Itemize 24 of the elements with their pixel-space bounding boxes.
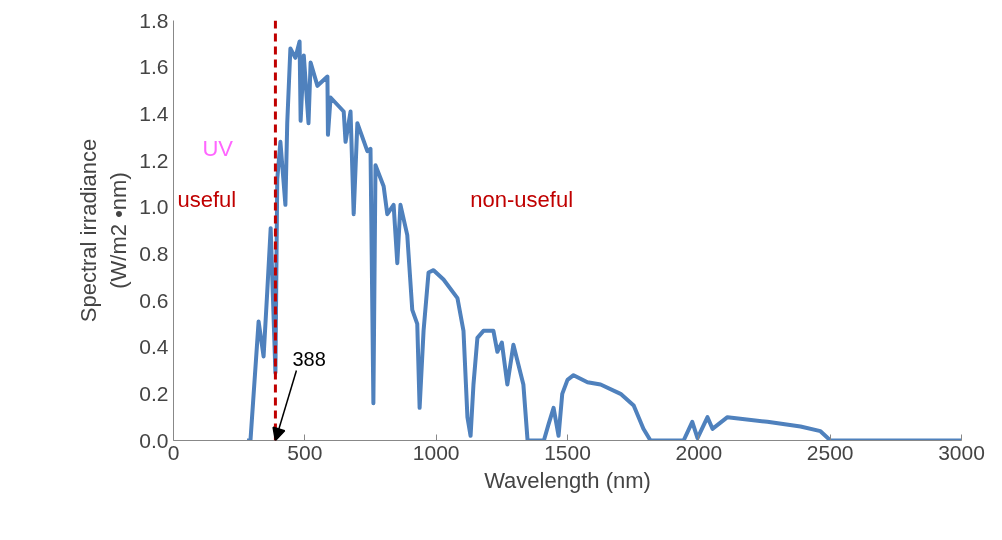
x-tick-label: 1500 xyxy=(544,440,591,464)
x-axis-title: Wavelength (nm) xyxy=(484,467,651,493)
y-tick-label: 0.8 xyxy=(139,241,169,265)
x-tick-label: 500 xyxy=(287,440,323,464)
x-tick-label: 0 xyxy=(167,440,180,464)
y-axis-title: Spectral irradiance (W/m2 •nm) xyxy=(76,138,132,323)
annotation: 388 xyxy=(292,347,326,370)
annotation: non-useful xyxy=(470,186,574,212)
x-tick-label: 2500 xyxy=(806,440,854,464)
y-tick-label: 0.2 xyxy=(139,381,169,405)
x-tick-label: 1000 xyxy=(412,440,460,464)
annotation: useful xyxy=(177,186,237,212)
x-tick-label: 3000 xyxy=(938,440,985,464)
y-tick-label: 0.4 xyxy=(139,335,169,359)
y-tick-label: 0.6 xyxy=(139,288,169,312)
y-tick-label: 1.8 xyxy=(139,8,169,32)
y-tick-label: 1.2 xyxy=(139,148,169,172)
line-series xyxy=(245,39,962,441)
y-tick-label: 1.0 xyxy=(139,195,169,219)
y-tick-label: 1.4 xyxy=(139,101,169,125)
y-tick-label: 1.6 xyxy=(139,55,169,79)
annotation: UV xyxy=(202,135,234,161)
x-tick-label: 2000 xyxy=(675,440,723,464)
y-tick-label: 0.0 xyxy=(139,428,169,452)
